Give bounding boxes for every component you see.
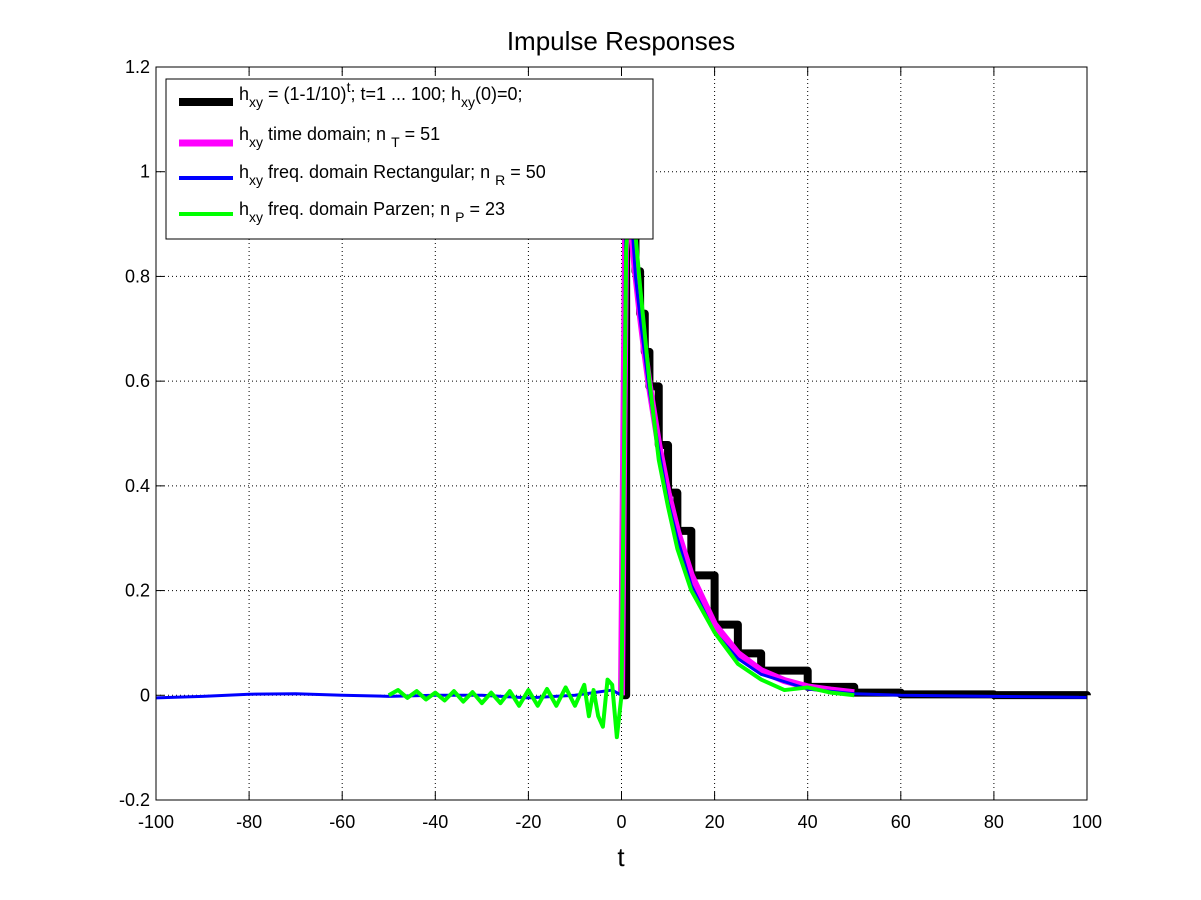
- y-tick-label: 1.2: [125, 57, 150, 77]
- x-tick-label: -40: [422, 812, 448, 832]
- legend-box: [165, 78, 654, 240]
- x-tick-label: 0: [616, 812, 626, 832]
- x-tick-label: 60: [891, 812, 911, 832]
- series-parzen: [387, 169, 855, 740]
- chart-title: Impulse Responses: [507, 26, 735, 56]
- y-tick-label: 0: [140, 685, 150, 705]
- y-tick-label: -0.2: [119, 790, 150, 810]
- x-axis-label: t: [617, 842, 625, 872]
- y-tick-label: 1: [140, 162, 150, 182]
- x-tick-label: -80: [236, 812, 262, 832]
- series-rectangular: [155, 180, 1088, 700]
- y-tick-label: 0.4: [125, 476, 150, 496]
- x-tick-label: 100: [1072, 812, 1102, 832]
- x-tick-label: 40: [798, 812, 818, 832]
- x-tick-label: -60: [329, 812, 355, 832]
- ticks: -100 -80 -60 -40 -20 0 20 40 60 80 100 -0.2 0 0.2 0.4 0…: [119, 57, 1102, 832]
- x-tick-label: -20: [515, 812, 541, 832]
- x-tick-label: -100: [138, 812, 174, 832]
- series-exact: [621, 167, 1091, 700]
- plot-area: [155, 167, 1091, 740]
- y-tick-label: 0.6: [125, 371, 150, 391]
- y-tick-label: 0.2: [125, 581, 150, 601]
- legend: hxy = (1-1/10)t; t=1 ... 100; hxy(0)=0; …: [165, 78, 654, 240]
- y-tick-label: 0.8: [125, 266, 150, 286]
- x-tick-label: 80: [984, 812, 1004, 832]
- x-tick-label: 20: [705, 812, 725, 832]
